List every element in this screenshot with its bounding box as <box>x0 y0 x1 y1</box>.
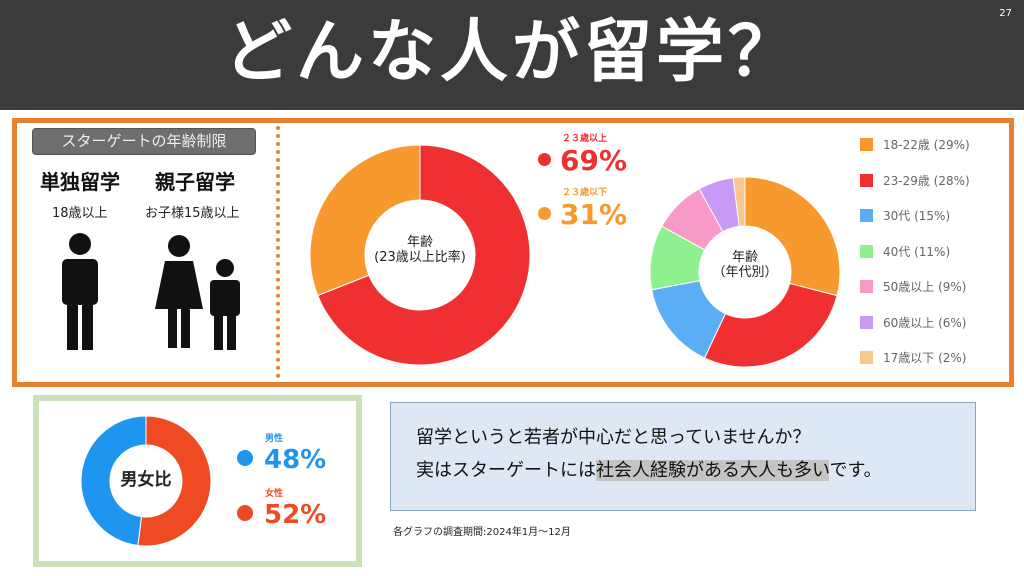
legend-swatch <box>860 244 873 258</box>
page-number: 27 <box>999 8 1012 19</box>
legend-label: 23-29歳 (28%) <box>883 173 970 188</box>
solo-title: 単独留学 <box>40 170 120 194</box>
legend-dot-female <box>237 505 253 521</box>
header-bar: どんな人が留学？ 27 <box>0 0 1024 110</box>
age-panel <box>12 118 1014 387</box>
parent-child-limit: お子様15歳以上 <box>145 206 240 221</box>
legend-label: 30代 (15%) <box>883 209 951 223</box>
legend-item: 40代 (11%) <box>860 244 951 260</box>
legend-label-under23: ２３歳以下 <box>562 188 608 198</box>
age-group-center-label: 年齢 （年代別） <box>712 250 778 280</box>
legend-item: 18-22歳 (29%) <box>860 138 970 153</box>
legend-dot-over23 <box>538 153 551 166</box>
message-line-2: 実はスターゲートには社会人経験がある大人も多いです。 <box>416 460 882 482</box>
legend-label-over23: ２３歳以上 <box>562 134 608 144</box>
legend-item: 17歳以下 (2%) <box>860 351 967 366</box>
value-over23: 69% <box>560 144 628 177</box>
adult-person-icon <box>62 233 98 350</box>
legend-dot-male <box>237 450 253 466</box>
child-icon <box>210 259 240 350</box>
legend-swatch <box>860 315 873 329</box>
age-ratio-center-label: 年齢 (23歳以上比率) <box>374 235 466 265</box>
gender-panel <box>33 395 362 567</box>
page-title: どんな人が留学？ <box>223 13 800 92</box>
legend-item: 30代 (15%) <box>860 209 950 224</box>
mother-icon <box>155 235 203 348</box>
legend-dot-under23 <box>538 207 551 220</box>
value-under23: 31% <box>560 198 628 231</box>
donut-slice-1 <box>310 145 421 297</box>
legend-label-female: 女性 <box>265 489 284 499</box>
legend-item: 23-29歳 (28%) <box>860 173 970 189</box>
legend-label: 18-22歳 (29%) <box>883 138 970 152</box>
message-line-1: 留学というと若者が中心だと思っていませんか？ <box>416 427 811 448</box>
legend-item: 60歳以上 (6%) <box>860 315 967 331</box>
donut-slice-0 <box>137 416 211 546</box>
age-ratio-donut <box>310 145 530 365</box>
legend-label-male: 男性 <box>265 434 284 444</box>
solo-limit: 18歳以上 <box>52 206 108 221</box>
donut-slice-0 <box>317 145 530 365</box>
legend-item: 50歳以上 (9%) <box>860 280 967 295</box>
legend-swatch <box>860 280 873 293</box>
legend-swatch <box>860 351 873 364</box>
donut-slice-1 <box>703 282 838 367</box>
value-male: 48% <box>264 445 327 475</box>
age-limit-tag: スターゲートの年齢制限 <box>32 128 256 155</box>
donut-slice-1 <box>81 416 147 546</box>
gender-center-label: 男女比 <box>120 470 172 490</box>
donut-slice-6 <box>732 177 746 227</box>
parent-child-title: 親子留学 <box>155 170 235 194</box>
donut-slice-0 <box>744 177 840 297</box>
message-box: 留学というと若者が中心だと思っていませんか？ 実はスターゲートには社会人経験があ… <box>390 402 976 511</box>
message-text-end: です。 <box>829 460 882 481</box>
legend-label: 50歳以上 (9%) <box>883 280 967 294</box>
message-highlight: 社会人経験がある大人も多い <box>596 460 830 481</box>
legend-swatch <box>860 209 873 222</box>
legend-label: 60歳以上 (6%) <box>883 315 967 330</box>
footnote: 各グラフの調査期間:2024年1月〜12月 <box>393 527 571 538</box>
message-text: 実はスターゲートには <box>416 460 596 481</box>
legend-label: 40代 (11%) <box>883 244 951 259</box>
legend-swatch <box>860 173 873 187</box>
value-female: 52% <box>264 500 327 530</box>
gender-donut <box>81 416 211 546</box>
age-group-donut <box>650 177 840 367</box>
legend-swatch <box>860 138 873 151</box>
divider <box>276 126 280 378</box>
legend-label: 17歳以下 (2%) <box>883 351 967 365</box>
